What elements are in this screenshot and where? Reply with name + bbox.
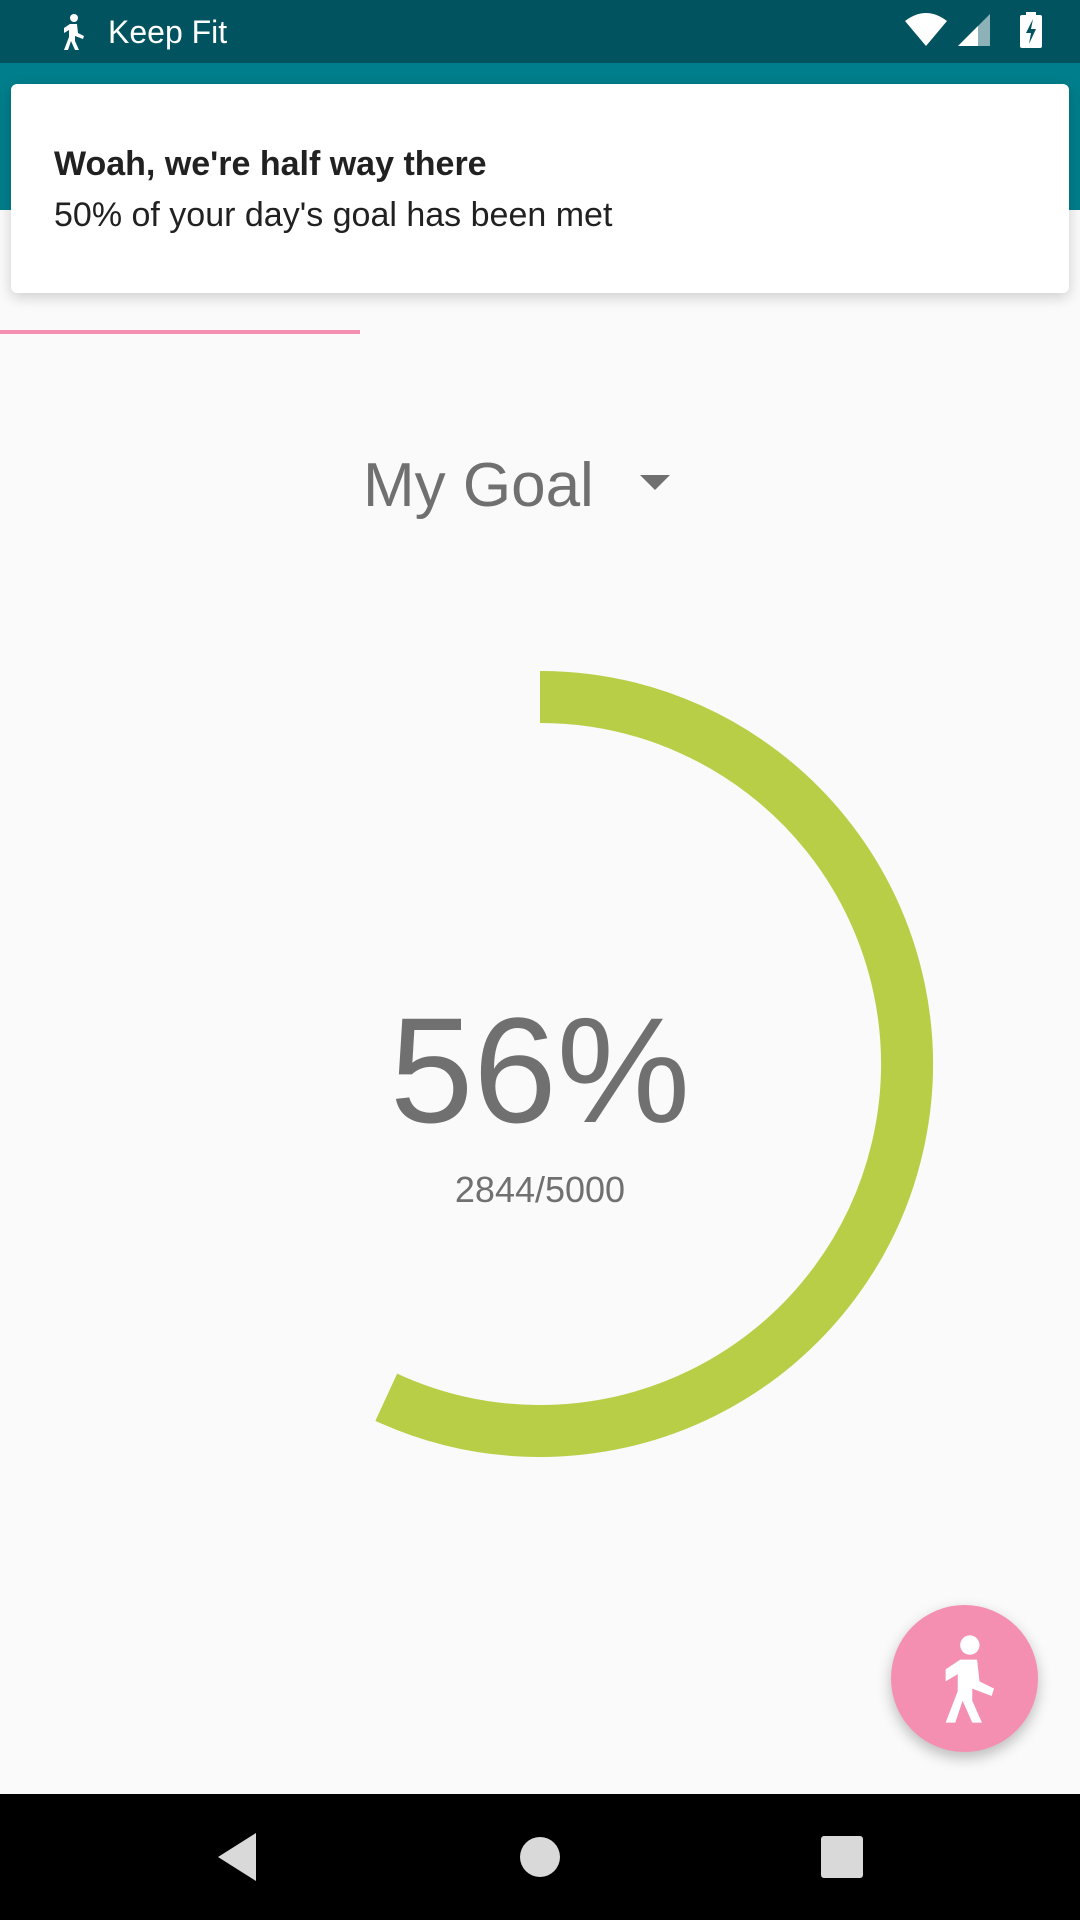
notification-body: 50% of your day's goal has been met [54,196,613,234]
wifi-icon [905,13,947,46]
signal-icon [958,14,990,46]
recents-icon[interactable] [812,1827,872,1887]
battery-charging-icon [1020,12,1042,48]
home-icon[interactable] [510,1827,570,1887]
walking-person-icon [64,14,84,50]
add-walk-button[interactable] [891,1605,1038,1752]
goal-dropdown-label: My Goal [363,451,594,520]
notification-title: Woah, we're half way there [54,145,487,183]
loading-progress-line [0,330,360,334]
notification-card[interactable]: Woah, we're half way there 50% of your d… [11,84,1069,293]
status-app-name: Keep Fit [108,14,228,50]
goal-dropdown[interactable]: My Goal [360,440,690,530]
navigation-bar [0,1794,1080,1920]
walking-person-icon [945,1635,995,1723]
steps-count: 2844/5000 [454,1169,626,1210]
goal-percent: 56% [389,986,691,1154]
dropdown-arrow-icon [640,475,670,490]
back-icon[interactable] [208,1827,268,1887]
status-bar: Keep Fit [0,0,1080,63]
